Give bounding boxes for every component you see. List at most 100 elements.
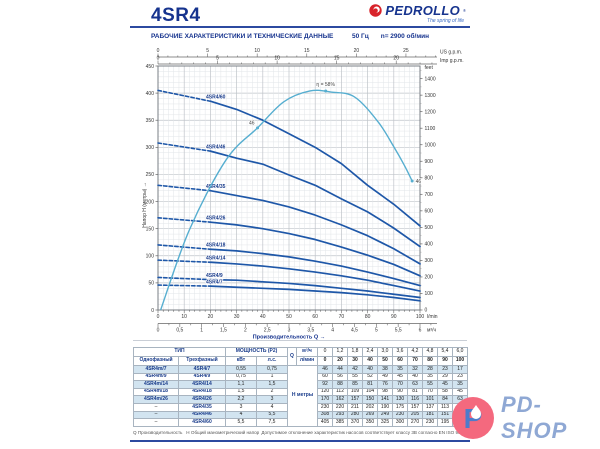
pd-shop-wordmark: PD-SHOP	[501, 392, 568, 443]
lmin-value: 100	[452, 356, 468, 366]
m3h-value: 2,4	[362, 347, 378, 357]
curve-4SR4/14	[209, 261, 421, 292]
page-title: 4SR4	[151, 5, 201, 26]
power-hp: 1,5	[256, 380, 288, 389]
head-value: 151	[437, 410, 453, 420]
m3h-tick: 0	[157, 328, 160, 334]
head-value: 101	[422, 395, 438, 404]
curve-dashed-4SR4/18	[157, 244, 212, 251]
y-right-tick: 400	[425, 242, 434, 248]
curve-label: 4SR4/46	[206, 144, 226, 150]
type-header: ТИП	[133, 347, 226, 357]
head-value: 181	[422, 410, 438, 420]
power-kw: 3	[225, 402, 257, 412]
head-value: 45	[392, 372, 408, 382]
head-value: 300	[392, 418, 408, 427]
power-header: МОЩНОСТЬ (P2)	[225, 347, 288, 357]
us-gpm-tick: 10	[254, 48, 260, 54]
head-value: 230	[422, 418, 438, 427]
curve-4SR4/46	[209, 150, 421, 248]
head-value: 81	[362, 380, 378, 389]
us-gpm-tick: 0	[157, 48, 160, 54]
three-phase-model: 4SR4/9	[178, 372, 226, 382]
curve-4SR4/35	[209, 189, 421, 265]
head-value: 230	[317, 402, 333, 412]
lmin-value: 40	[362, 356, 378, 366]
head-value: 60	[317, 372, 333, 382]
m3h-value: 1,8	[347, 347, 363, 357]
y-right-tick: 1000	[425, 142, 436, 148]
head-value: 205	[407, 410, 423, 420]
efficiency-label: 46	[249, 120, 255, 126]
head-value: 55	[347, 372, 363, 382]
frequency-speed: 50 Гц n= 2900 об/мин	[352, 33, 466, 40]
y-left-tick: 200	[146, 199, 155, 205]
head-value: 55	[422, 380, 438, 389]
power-hp: 1	[256, 372, 288, 382]
lmin-tick: 60	[312, 314, 318, 320]
y-left-tick: 50	[148, 281, 154, 287]
curve-dashed-4SR4/9	[157, 276, 212, 281]
m3h-tick: 1	[200, 328, 203, 334]
table-row: 4SR4m/14 4SR4/14 1,1 1,5 92 88 85 81 76 70 63 55 45 3…	[133, 380, 468, 389]
m3h-value: 1,2	[332, 347, 348, 357]
imp-gpm-tick: 0	[157, 56, 160, 62]
m3h-title: м³/ч	[427, 328, 436, 334]
y-left-tick: 450	[146, 64, 155, 70]
legend-note: Q Производительность H Общий манометриче…	[133, 430, 260, 435]
curve-4SR4/26	[209, 221, 421, 277]
head-value: 211	[347, 402, 363, 412]
us-gpm-tick: 15	[304, 48, 310, 54]
efficiency-label: 46	[416, 179, 422, 185]
head-value: 42	[347, 365, 363, 374]
y-right-tick: 1100	[425, 126, 436, 132]
footnotes: Q Производительность H Общий манометриче…	[133, 430, 467, 435]
m3h-value: 3,6	[392, 347, 408, 357]
head-value: 49	[377, 372, 393, 382]
head-value: 116	[407, 395, 423, 404]
head-value: 350	[362, 418, 378, 427]
head-value: 81	[407, 387, 423, 397]
y-right-tick: 900	[425, 159, 434, 165]
head-value: 112	[332, 387, 348, 397]
head-value: 325	[377, 418, 393, 427]
head-value: 23	[437, 365, 453, 374]
head-value: 35	[452, 380, 468, 389]
head-value: 230	[392, 410, 408, 420]
m3h-value: 4,8	[422, 347, 438, 357]
y-right-tick: 800	[425, 175, 434, 181]
y-left-tick: 350	[146, 118, 155, 124]
curve-dashed-4SR4/7	[157, 284, 212, 287]
us-gpm-title: US g.p.m.	[440, 50, 462, 56]
us-gpm-tick: 25	[403, 48, 409, 54]
us-gpm-tick: 20	[354, 48, 360, 54]
head-value: 150	[362, 395, 378, 404]
three-phase-model: 4SR4/26	[178, 395, 226, 404]
m3h-tick: 3	[288, 328, 291, 334]
head-value: 202	[362, 402, 378, 412]
head-value: 190	[377, 402, 393, 412]
power-kw: 1,1	[225, 380, 257, 389]
power-hp: 0,75	[256, 365, 288, 374]
m3h-tick: 0,5	[176, 328, 183, 334]
hp-header: л.с.	[256, 356, 288, 366]
m3h-tick: 2,5	[264, 328, 271, 334]
power-kw: 4	[225, 410, 257, 420]
lmin-tick: 70	[339, 314, 345, 320]
table-row: 4SR4m/7 4SR4/7 0,55 0,75 Н метры 46 44 42 40 38 35…	[133, 365, 468, 427]
head-value: 90	[392, 387, 408, 397]
speed-value: n= 2900 об/мин	[380, 33, 430, 40]
m3h-tick: 1,5	[220, 328, 227, 334]
three-phase-model: 4SR4/60	[178, 418, 226, 427]
head-value: 38	[377, 365, 393, 374]
imp-gpm-tick: 10	[274, 56, 280, 62]
head-value: 35	[422, 372, 438, 382]
lmin-value: 90	[437, 356, 453, 366]
y-right-tick: 0	[425, 308, 428, 314]
lmin-unit: л/мин	[296, 356, 318, 366]
lmin-tick: 90	[391, 314, 397, 320]
head-value: 17	[452, 365, 468, 374]
imp-gpm-tick: 5	[216, 56, 219, 62]
